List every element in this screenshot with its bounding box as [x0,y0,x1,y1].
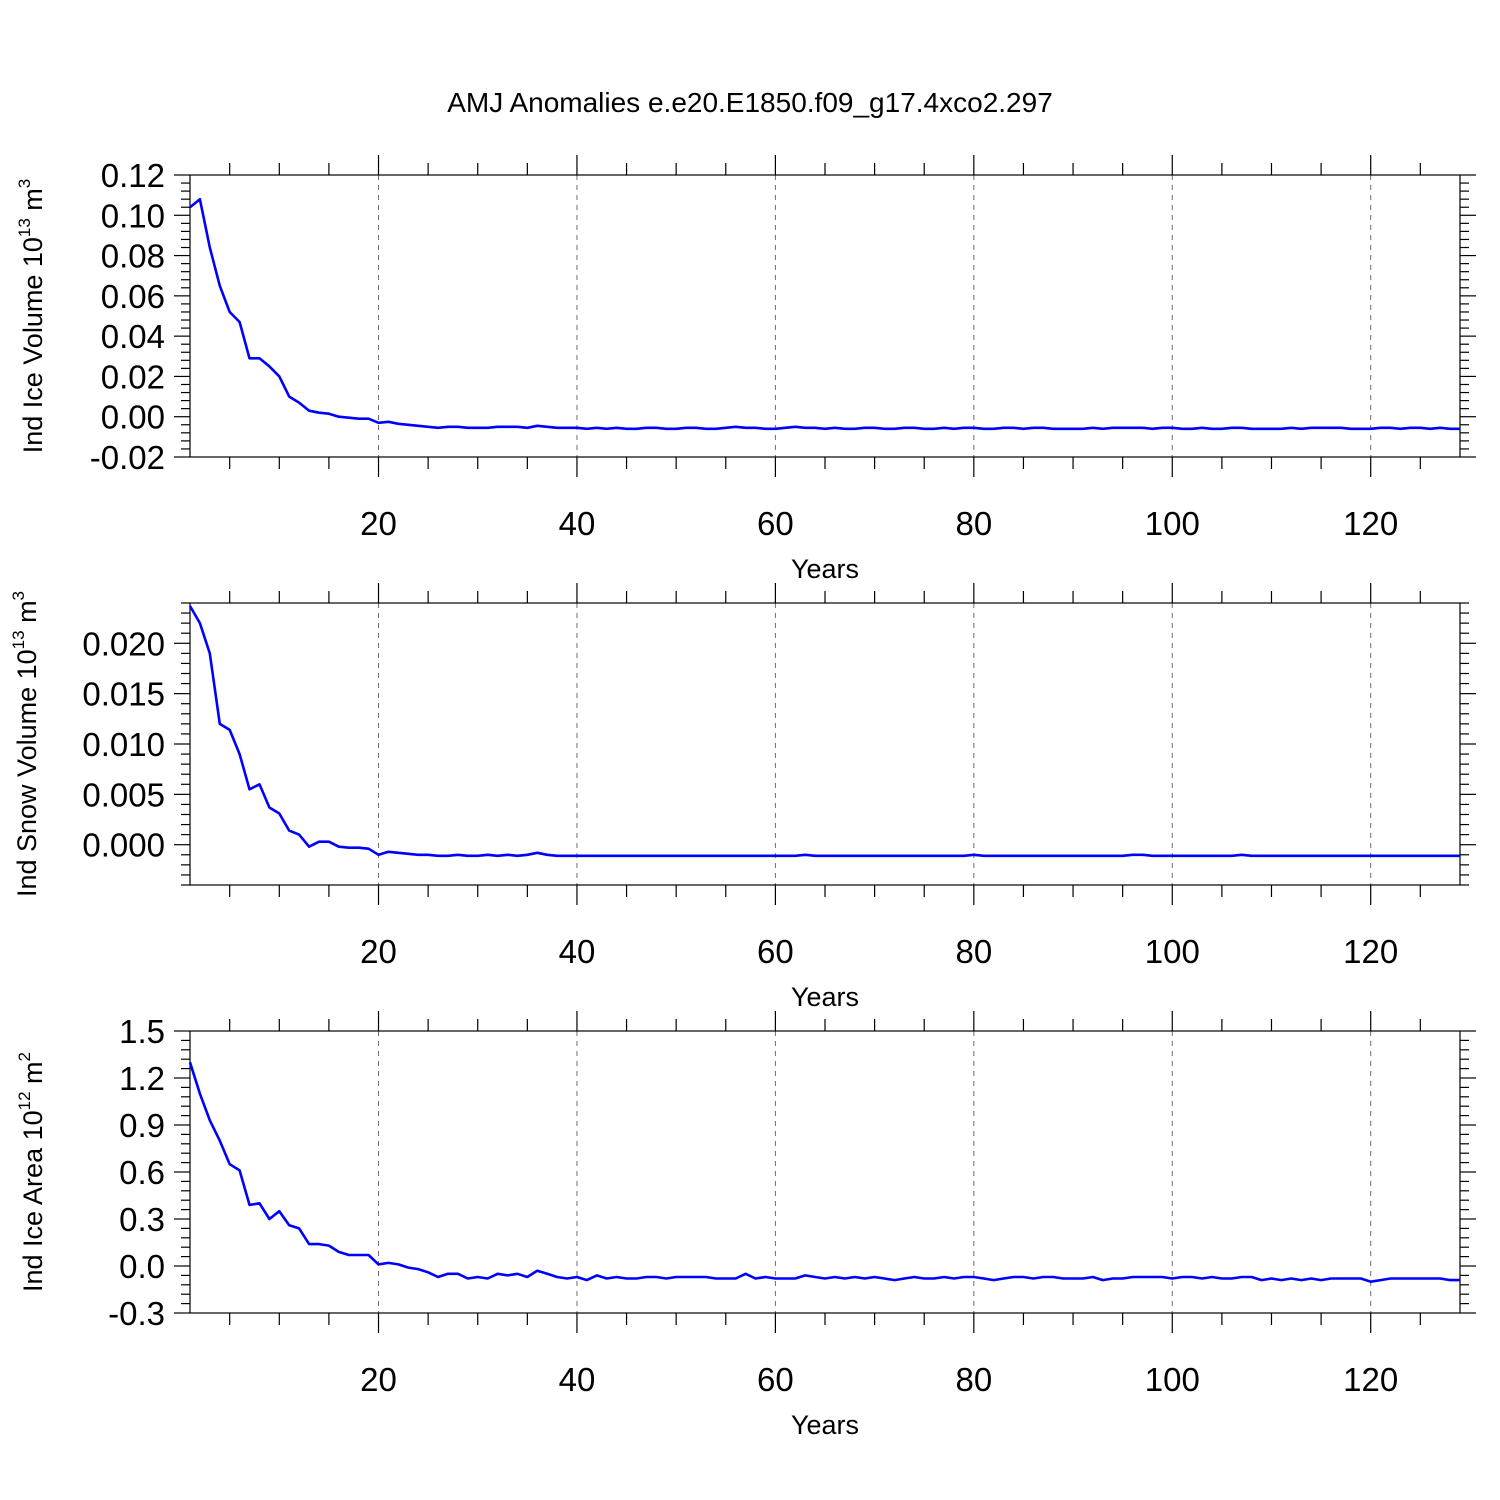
x-axis-title: Years [791,1410,859,1440]
x-tick-label: 40 [559,505,596,542]
x-tick-label: 100 [1145,1361,1200,1398]
series-line [189,197,1460,431]
x-tick-label: 60 [757,1361,794,1398]
y-tick-label: 0.06 [101,278,165,315]
y-tick-label: -0.02 [90,439,165,476]
y-axis-title: Ind Ice Volume 1013 m3 [15,179,48,454]
y-tick-label: 0.08 [101,238,165,275]
series-line [188,605,1460,858]
y-tick-label: 0.010 [82,726,165,763]
y-tick-label: 0.10 [101,197,165,234]
x-tick-label: 120 [1343,1361,1398,1398]
x-tick-label: 80 [955,1361,992,1398]
plot-frame [189,174,1461,458]
y-tick-label: -0.3 [108,1295,165,1332]
x-tick-label: 60 [757,933,794,970]
x-tick-label: 80 [955,933,992,970]
y-tick-label: 0.005 [82,776,165,813]
x-tick-label: 40 [559,1361,596,1398]
x-tick-label: 80 [955,505,992,542]
x-tick-label: 60 [757,505,794,542]
x-axis-title: Years [791,982,859,1012]
panel-1: -0.020.00 0.020.040.060.08 0.100.12 20 40 60 8… [15,155,1476,584]
panel-3: -0.3 0.0 0.3 0.6 0.9 1.2 1.5 20 40 60 80 100 120 Year… [15,1011,1476,1440]
x-tick-label: 20 [360,1361,397,1398]
panels: -0.020.00 0.020.040.060.08 0.100.12 20 40 60 8… [9,155,1476,1440]
y-axis-title: Ind Ice Area 1012 m2 [15,1052,48,1292]
y-tick-label: 1.5 [119,1013,165,1050]
x-tick-label: 120 [1343,505,1398,542]
series-line [188,1061,1460,1283]
plot-frame [189,602,1461,886]
y-tick-label: 0.12 [101,157,165,194]
y-tick-label: 0.02 [101,358,165,395]
y-tick-label: 0.9 [119,1107,165,1144]
x-tick-label: 40 [559,933,596,970]
x-tick-label: 100 [1145,505,1200,542]
y-tick-label: 0.015 [82,676,165,713]
y-tick-label: 1.2 [119,1060,165,1097]
x-tick-label: 100 [1145,933,1200,970]
x-tick-label: 120 [1343,933,1398,970]
x-tick-label: 20 [360,933,397,970]
y-tick-label: 0.020 [82,625,165,662]
y-axis-title: Ind Snow Volume 1013 m3 [9,591,42,897]
figure-title: AMJ Anomalies e.e20.E1850.f09_g17.4xco2.… [447,87,1053,118]
x-tick-label: 20 [360,505,397,542]
y-tick-label: 0.3 [119,1201,165,1238]
y-tick-label: 0.000 [82,827,165,864]
y-tick-label: 0.04 [101,318,165,355]
x-axis-title: Years [791,554,859,584]
y-tick-label: 0.0 [119,1248,165,1285]
y-tick-label: 0.6 [119,1154,165,1191]
plot-frame [189,1030,1461,1314]
panel-2: 0.000 0.005 0.010 0.015 0.020 20 40 60 80 100 120 Y… [9,583,1476,1012]
y-tick-label: 0.00 [101,399,165,436]
